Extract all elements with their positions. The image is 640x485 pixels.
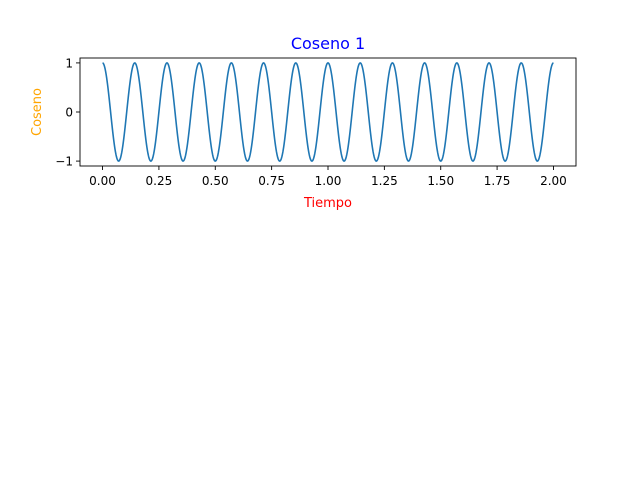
x-tick-label: 1.25 — [371, 174, 398, 188]
y-ticks: 1 0 −1 — [55, 56, 80, 169]
series-line-0 — [102, 62, 554, 162]
y-tick-label: 0 — [65, 106, 73, 120]
y-axis-label: Coseno — [30, 88, 45, 136]
x-tick-label: 0.00 — [89, 174, 116, 188]
y-tick-label: 1 — [65, 56, 73, 70]
x-tick-label: 2.00 — [540, 174, 567, 188]
x-ticks: 0.00 0.25 0.50 0.75 1.00 1.25 1.50 1.75 2.00 — [89, 166, 567, 188]
x-tick-label: 0.25 — [146, 174, 173, 188]
x-axis-label: Tiempo — [303, 196, 352, 211]
x-tick-label: 1.00 — [315, 174, 342, 188]
x-tick-label: 0.75 — [258, 174, 285, 188]
x-tick-label: 1.75 — [484, 174, 511, 188]
y-tick-label: −1 — [55, 155, 73, 169]
chart-title: Coseno 1 — [291, 34, 365, 53]
x-tick-label: 1.50 — [427, 174, 454, 188]
x-tick-label: 0.50 — [202, 174, 229, 188]
series-layer — [102, 62, 554, 162]
